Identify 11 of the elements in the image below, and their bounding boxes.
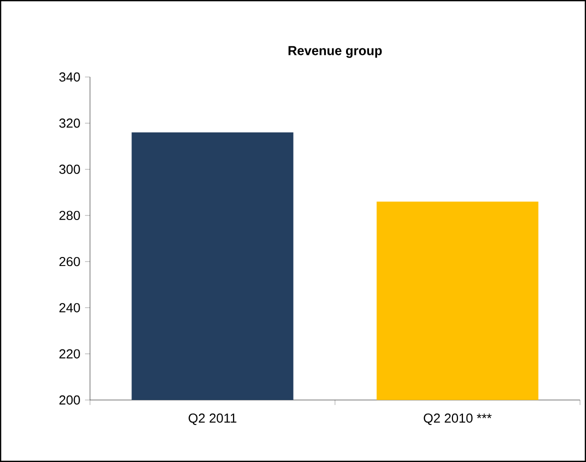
y-tick-label: 320 (59, 118, 80, 128)
y-tick-label: 200 (59, 395, 80, 405)
chart-title: Revenue group (288, 46, 382, 58)
y-tick-label: 240 (59, 303, 80, 312)
x-tick-label: Q2 2011 (188, 414, 236, 426)
y-tick-label: 280 (59, 210, 80, 220)
y-tick-label: 300 (59, 164, 80, 174)
y-tick-label: 340 (59, 72, 80, 82)
y-tick-label: 260 (59, 256, 80, 266)
y-tick-label: 220 (59, 349, 80, 358)
x-tick-label: Q2 2010 *** (424, 414, 492, 426)
